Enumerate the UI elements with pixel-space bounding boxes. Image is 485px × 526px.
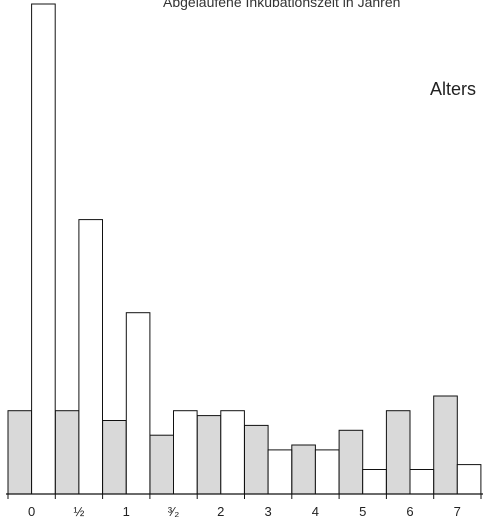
x-tick-label: 1 <box>123 504 130 519</box>
bar-series1-6 <box>291 444 316 495</box>
bar-series2-6 <box>314 449 340 495</box>
bar-series2-0 <box>31 3 56 495</box>
bar-series1-2 <box>102 420 127 495</box>
bar-series1-0 <box>7 410 33 495</box>
x-tick-label: ½ <box>73 504 84 519</box>
x-tick-label: 2 <box>217 504 224 519</box>
bar-series2-3 <box>173 410 198 495</box>
x-tick-label: 0 <box>28 504 35 519</box>
bar-series1-8 <box>385 410 411 495</box>
bar-series1-9 <box>433 395 458 495</box>
x-tick-label: ³⁄₂ <box>168 504 180 519</box>
x-tick-label: 3 <box>264 504 271 519</box>
bar-series2-7 <box>362 469 387 495</box>
x-tick-label: 6 <box>406 504 413 519</box>
bar-series2-1 <box>78 219 104 495</box>
bar-series2-2 <box>125 312 151 495</box>
x-tick-label: 5 <box>359 504 366 519</box>
chart-top-caption: Abgelaufene Inkubationszeit in Jahren <box>163 0 401 10</box>
bar-series2-4 <box>220 410 245 495</box>
bar-series1-1 <box>54 410 80 495</box>
x-tick-label: 4 <box>312 504 319 519</box>
bar-series2-8 <box>409 469 435 495</box>
bar-series1-3 <box>149 434 174 495</box>
x-tick-label: 7 <box>454 504 461 519</box>
chart-side-label: Alters <box>430 79 477 99</box>
bar-series2-5 <box>267 449 293 495</box>
bar-series1-5 <box>244 424 269 495</box>
bar-series1-7 <box>338 429 364 495</box>
bar-series2-9 <box>456 464 482 495</box>
bar-series1-4 <box>196 415 222 495</box>
